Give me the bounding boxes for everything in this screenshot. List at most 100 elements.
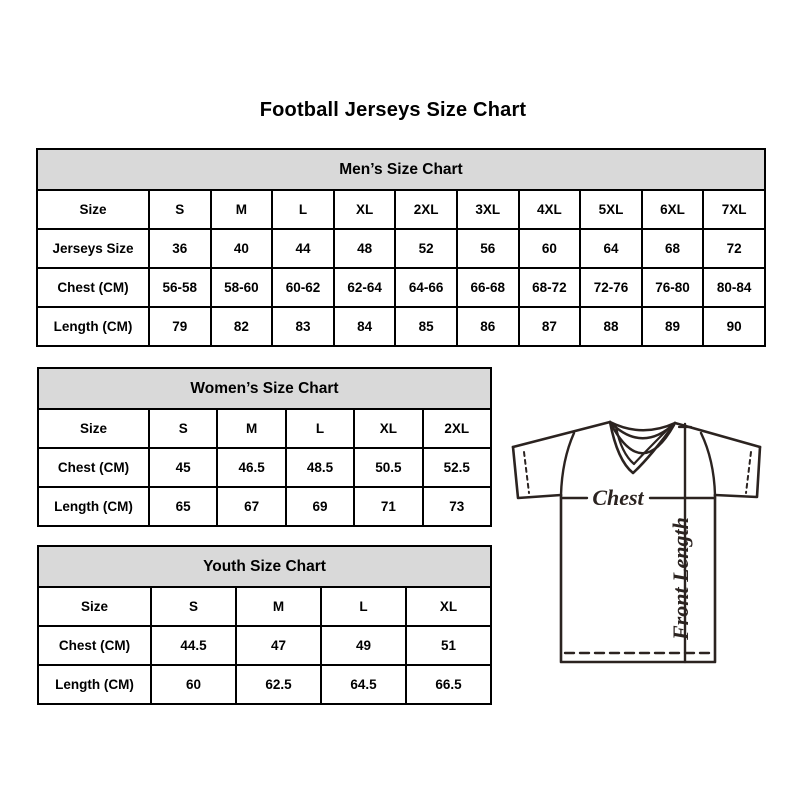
value-cell: 56-58 [148, 267, 212, 308]
value-cell: 66-68 [455, 267, 520, 308]
value-cell: 2XL [394, 189, 458, 230]
page-title: Football Jerseys Size Chart [259, 99, 527, 121]
mens-table-title: Men’s Size Chart [36, 148, 766, 191]
value-cell: 66.5 [405, 664, 492, 705]
value-cell: 2XL [421, 408, 493, 449]
value-cell: 87 [517, 306, 582, 347]
front-length-label: Front Length [668, 517, 693, 641]
value-cell: 58-60 [209, 267, 274, 308]
row-label-cell: Chest (CM) [37, 625, 152, 666]
jersey-left-shoulder [511, 420, 612, 449]
value-cell: 68 [640, 228, 705, 269]
jersey-collar-inner-v [614, 425, 672, 466]
row-label-cell: Length (CM) [36, 306, 150, 347]
value-cell: M [209, 189, 274, 230]
value-cell: 71 [353, 486, 424, 527]
table-row: Size S M L XL 2XL [37, 408, 493, 449]
value-cell: 3XL [455, 189, 520, 230]
chest-label: Chest [592, 485, 644, 510]
value-cell: 60-62 [271, 267, 335, 308]
jersey-right-sleeve [713, 445, 762, 499]
value-cell: S [147, 408, 219, 449]
value-cell: 49 [320, 625, 407, 666]
value-cell: 60 [517, 228, 582, 269]
row-label-cell: Chest (CM) [37, 447, 150, 488]
value-cell: L [284, 408, 356, 449]
jersey-right-cuff-stitch [745, 451, 752, 494]
value-cell: 84 [332, 306, 397, 347]
mens-size-chart: Men’s Size Chart Size S M L XL 2XL 3XL 4XL 5XL 6XL… [36, 148, 766, 347]
table-row: Size S M L XL [37, 586, 492, 627]
value-cell: 47 [235, 625, 322, 666]
value-cell: 86 [455, 306, 520, 347]
table-row: Length (CM) 60 62.5 64.5 66.5 [37, 664, 492, 705]
row-label-cell: Size [36, 189, 150, 230]
value-cell: 64 [579, 228, 643, 269]
jersey-right-armhole [699, 431, 717, 497]
value-cell: XL [405, 586, 492, 627]
value-cell: XL [353, 408, 424, 449]
value-cell: 67 [216, 486, 287, 527]
jersey-measurement-diagram: Chest Front Length [511, 420, 762, 664]
value-cell: 69 [284, 486, 356, 527]
jersey-left-cuff-stitch [523, 451, 530, 494]
value-cell: 76-80 [640, 267, 705, 308]
row-label-cell: Size [37, 586, 152, 627]
value-cell: 51 [405, 625, 492, 666]
value-cell: 68-72 [517, 267, 582, 308]
jersey-collar-back-arc [608, 420, 677, 432]
jersey-left-sleeve [511, 445, 563, 500]
youth-table: Youth Size Chart Size S M L XL Chest (CM) 44.5 4… [37, 545, 492, 705]
value-cell: 72-76 [579, 267, 643, 308]
value-cell: 89 [640, 306, 705, 347]
row-label-cell: Size [37, 408, 150, 449]
jersey-body-outline [559, 493, 717, 664]
value-cell: L [320, 586, 407, 627]
row-label-cell: Length (CM) [37, 486, 150, 527]
value-cell: 88 [579, 306, 643, 347]
value-cell: 62.5 [235, 664, 322, 705]
table-row: Length (CM) 79 82 83 84 85 86 87 88 89 90 [36, 306, 766, 347]
value-cell: S [148, 189, 212, 230]
value-cell: 7XL [702, 189, 766, 230]
value-cell: 73 [421, 486, 493, 527]
value-cell: 52 [394, 228, 458, 269]
value-cell: S [150, 586, 237, 627]
value-cell: M [216, 408, 287, 449]
value-cell: L [271, 189, 335, 230]
value-cell: 40 [209, 228, 274, 269]
value-cell: 72 [702, 228, 766, 269]
table-row: Size S M L XL 2XL 3XL 4XL 5XL 6XL 7XL [36, 189, 766, 230]
womens-size-chart: Women’s Size Chart Size S M L XL 2XL Chest (CM)… [37, 367, 493, 527]
value-cell: 48 [332, 228, 397, 269]
jersey-collar-outer-v [608, 420, 677, 475]
value-cell: 82 [209, 306, 274, 347]
table-row: Length (CM) 65 67 69 71 73 [37, 486, 493, 527]
value-cell: 50.5 [353, 447, 424, 488]
value-cell: XL [332, 189, 397, 230]
value-cell: 4XL [517, 189, 582, 230]
value-cell: 52.5 [421, 447, 493, 488]
value-cell: 56 [455, 228, 520, 269]
value-cell: 65 [147, 486, 219, 527]
value-cell: 44 [271, 228, 335, 269]
value-cell: 44.5 [150, 625, 237, 666]
value-cell: 60 [150, 664, 237, 705]
jersey-left-armhole [559, 431, 576, 497]
value-cell: 46.5 [216, 447, 287, 488]
value-cell: 64.5 [320, 664, 407, 705]
value-cell: 62-64 [332, 267, 397, 308]
value-cell: 64-66 [394, 267, 458, 308]
table-row: Chest (CM) 56-58 58-60 60-62 62-64 64-66 66-68… [36, 267, 766, 308]
value-cell: 6XL [640, 189, 705, 230]
value-cell: 80-84 [702, 267, 766, 308]
youth-table-title: Youth Size Chart [37, 545, 492, 588]
table-row: Chest (CM) 44.5 47 49 51 [37, 625, 492, 666]
row-label-cell: Chest (CM) [36, 267, 150, 308]
value-cell: 45 [147, 447, 219, 488]
value-cell: 83 [271, 306, 335, 347]
mens-table: Men’s Size Chart Size S M L XL 2XL 3XL 4XL 5XL 6XL… [36, 148, 766, 347]
value-cell: 85 [394, 306, 458, 347]
womens-table: Women’s Size Chart Size S M L XL 2XL Chest (CM)… [37, 367, 493, 527]
value-cell: 36 [148, 228, 212, 269]
